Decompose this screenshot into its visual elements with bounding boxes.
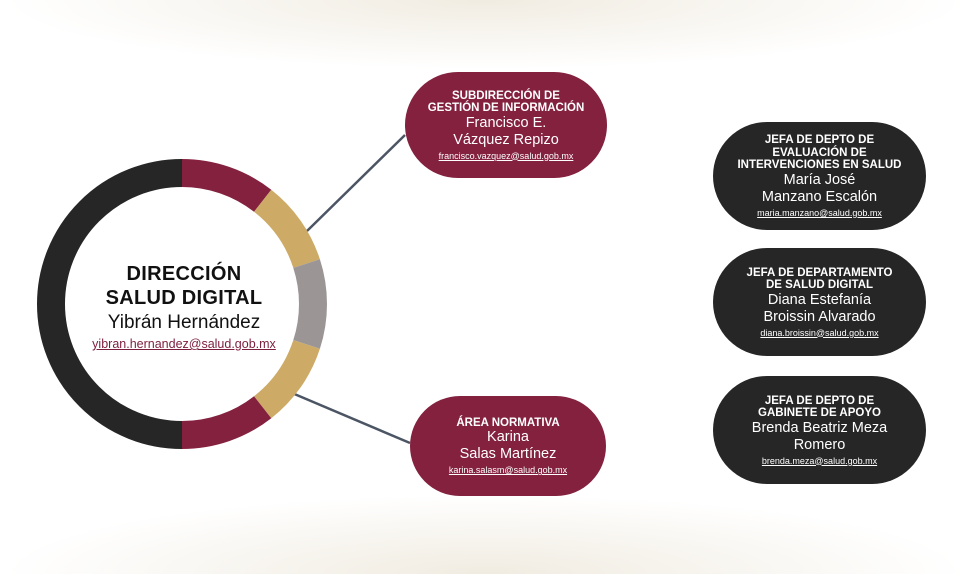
node-depto-gabinete: JEFA DE DEPTO DE GABINETE DE APOYO Brend… (713, 376, 926, 484)
node-name-line: Vázquez Repizo (453, 131, 559, 148)
node-name-line: Manzano Escalón (761, 188, 878, 205)
node-name-line: Broissin Alvarado (763, 308, 876, 325)
node-name-line: María José (783, 171, 856, 188)
node-title-line: GABINETE DE APOYO (758, 407, 881, 419)
node-area-normativa: ÁREA NORMATIVA Karina Salas Martínez kar… (410, 396, 606, 496)
node-name-line: Diana Estefanía (767, 291, 872, 308)
node-depto-salud-digital: JEFA DE DEPARTAMENTO DE SALUD DIGITAL Di… (713, 248, 926, 356)
node-name-line: Karina (487, 429, 529, 446)
center-title-line2: SALUD DIGITAL (105, 287, 263, 309)
connector-line-bottom (291, 391, 411, 445)
node-name-line: Salas Martínez (459, 446, 557, 463)
ring-segment-gold-top (253, 189, 320, 269)
ring-segment-gray (293, 259, 327, 349)
connector-line-top (306, 134, 406, 232)
node-name-line: Francisco E. (465, 114, 547, 131)
center-ring (37, 159, 327, 449)
node-email-link[interactable]: francisco.vazquez@salud.gob.mx (438, 150, 574, 161)
node-title-line: SUBDIRECCIÓN DE (452, 89, 560, 102)
ring-segment-gold-bottom (253, 339, 320, 419)
node-title-line: JEFA DE DEPTO DE (764, 394, 875, 407)
node-title-line: DE SALUD DIGITAL (765, 279, 874, 291)
node-depto-evaluacion: JEFA DE DEPTO DE EVALUACIÓN DE INTERVENC… (713, 122, 926, 230)
center-email-link[interactable]: yibran.hernandez@salud.gob.mx (92, 337, 276, 351)
node-title-line: ÁREA NORMATIVA (456, 416, 560, 429)
center-name: Yibrán Hernández (107, 312, 261, 333)
node-name-line: Brenda Beatriz Meza (751, 419, 888, 436)
node-email-link[interactable]: karina.salasm@salud.gob.mx (448, 465, 568, 476)
node-title-line: JEFA DE DEPTO DE (764, 134, 875, 147)
node-title-line: INTERVENCIONES EN SALUD (737, 159, 902, 172)
node-title-line: JEFA DE DEPARTAMENTO (746, 266, 893, 279)
node-title-line: EVALUACIÓN DE (772, 146, 867, 159)
node-title-line: GESTIÓN DE INFORMACIÓN (427, 102, 585, 114)
ring-segment-maroon-bottom (181, 395, 272, 449)
node-subdireccion: SUBDIRECCIÓN DE GESTIÓN DE INFORMACIÓN F… (405, 72, 607, 178)
center-title-line1: DIRECCIÓN (126, 263, 242, 285)
ring-segment-maroon-top (181, 159, 272, 213)
node-email-link[interactable]: brenda.meza@salud.gob.mx (761, 455, 878, 466)
node-email-link[interactable]: diana.broissin@salud.gob.mx (760, 327, 879, 338)
node-name-line: Romero (793, 436, 846, 453)
center-node: DIRECCIÓN SALUD DIGITAL Yibrán Hernández… (62, 262, 306, 351)
ring-segment-dark (37, 159, 183, 449)
node-email-link[interactable]: maria.manzano@salud.gob.mx (757, 207, 882, 218)
